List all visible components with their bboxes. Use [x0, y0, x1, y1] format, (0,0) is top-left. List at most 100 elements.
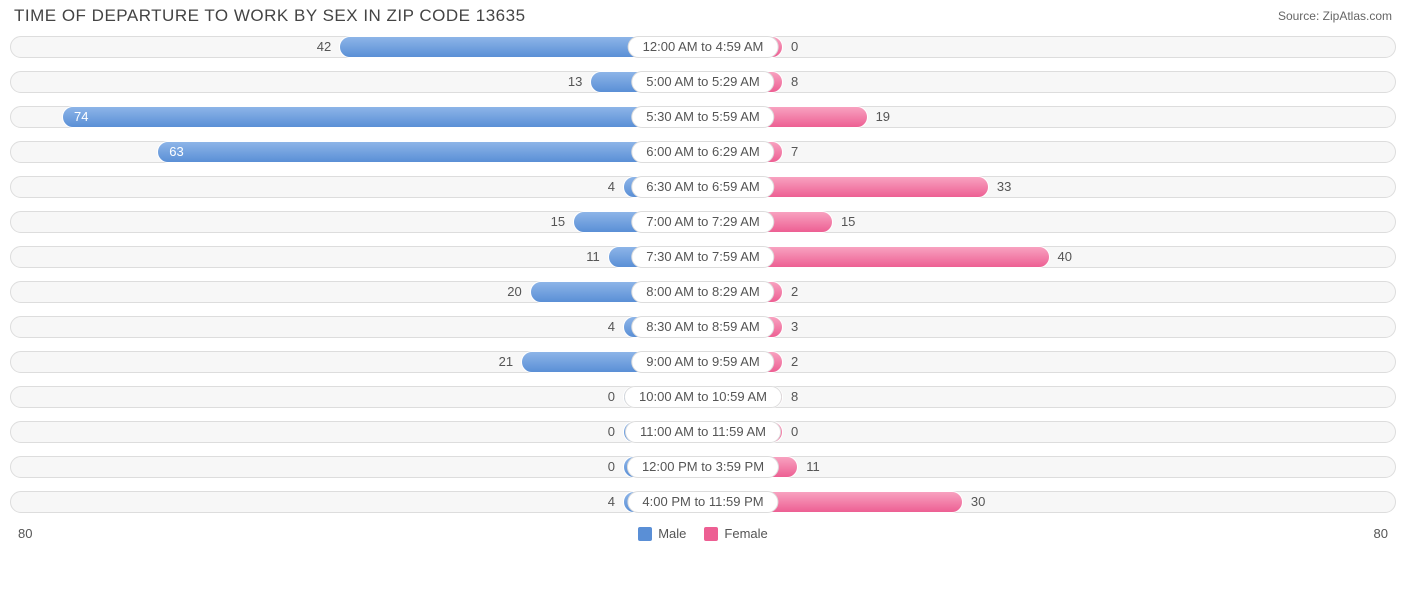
category-label: 11:00 AM to 11:59 AM [625, 421, 781, 443]
chart-row: 0 8 10:00 AM to 10:59 AM [10, 382, 1396, 413]
diverging-bar-chart: 42012:00 AM to 4:59 AM1385:00 AM to 5:29… [10, 32, 1396, 518]
female-half: 3 [703, 316, 1396, 338]
category-label: 4:00 PM to 11:59 PM [627, 491, 778, 513]
female-value-label: 2 [791, 351, 798, 373]
male-value-label: 4 [608, 176, 615, 198]
chart-row: 0 0 11:00 AM to 11:59 AM [10, 417, 1396, 448]
male-half: 11 [10, 246, 703, 268]
female-half: 19 [703, 106, 1396, 128]
female-half: 33 [703, 176, 1396, 198]
female-half: 0 [703, 421, 1396, 443]
female-half: 8 [703, 71, 1396, 93]
female-half: 2 [703, 281, 1396, 303]
category-label: 7:30 AM to 7:59 AM [631, 246, 774, 268]
male-value-label: 15 [551, 211, 565, 233]
female-value-label: 30 [971, 491, 985, 513]
chart-row: 11 40 7:30 AM to 7:59 AM [10, 242, 1396, 273]
axis-max-right: 80 [1374, 526, 1388, 541]
male-half: 13 [10, 71, 703, 93]
category-label: 8:00 AM to 8:29 AM [631, 281, 774, 303]
male-half: 74 [10, 106, 703, 128]
male-half: 0 [10, 421, 703, 443]
male-half: 20 [10, 281, 703, 303]
legend-label-female: Female [724, 526, 767, 541]
female-value-label: 8 [791, 71, 798, 93]
female-half: 8 [703, 386, 1396, 408]
female-value-label: 19 [876, 106, 890, 128]
male-value-label: 42 [317, 36, 331, 58]
legend-item-male: Male [638, 526, 686, 541]
swatch-male [638, 527, 652, 541]
male-value-label: 13 [568, 71, 582, 93]
category-label: 9:00 AM to 9:59 AM [631, 351, 774, 373]
chart-row: 0 11 12:00 PM to 3:59 PM [10, 452, 1396, 483]
female-value-label: 7 [791, 141, 798, 163]
male-half: 0 [10, 386, 703, 408]
male-half: 63 [10, 141, 703, 163]
male-value-label: 74 [74, 106, 88, 128]
male-bar [62, 106, 703, 128]
female-value-label: 2 [791, 281, 798, 303]
male-value-label: 0 [608, 386, 615, 408]
female-half: 7 [703, 141, 1396, 163]
axis-max-left: 80 [18, 526, 32, 541]
chart-row: 4 33 6:30 AM to 6:59 AM [10, 172, 1396, 203]
legend-item-female: Female [704, 526, 767, 541]
category-label: 7:00 AM to 7:29 AM [631, 211, 774, 233]
male-value-label: 11 [586, 246, 600, 268]
chart-row: 4 30 4:00 PM to 11:59 PM [10, 487, 1396, 518]
chart-footer: 80 Male Female 80 [10, 522, 1396, 541]
female-half: 40 [703, 246, 1396, 268]
category-label: 5:00 AM to 5:29 AM [631, 71, 774, 93]
swatch-female [704, 527, 718, 541]
chart-row: 20 2 8:00 AM to 8:29 AM [10, 277, 1396, 308]
female-value-label: 15 [841, 211, 855, 233]
chart-row: 13 8 5:00 AM to 5:29 AM [10, 67, 1396, 98]
legend: Male Female [638, 526, 768, 541]
chart-row: 74 19 5:30 AM to 5:59 AM [10, 102, 1396, 133]
male-bar [157, 141, 703, 163]
female-half: 2 [703, 351, 1396, 373]
chart-row: 21 2 9:00 AM to 9:59 AM [10, 347, 1396, 378]
chart-source: Source: ZipAtlas.com [1278, 9, 1392, 23]
legend-label-male: Male [658, 526, 686, 541]
male-half: 42 [10, 36, 703, 58]
male-half: 0 [10, 456, 703, 478]
chart-row: 4 3 8:30 AM to 8:59 AM [10, 312, 1396, 343]
chart-row: 15 15 7:00 AM to 7:29 AM [10, 207, 1396, 238]
female-value-label: 40 [1058, 246, 1072, 268]
female-value-label: 33 [997, 176, 1011, 198]
category-label: 5:30 AM to 5:59 AM [631, 106, 774, 128]
category-label: 12:00 AM to 4:59 AM [628, 36, 779, 58]
male-value-label: 4 [608, 316, 615, 338]
male-half: 4 [10, 316, 703, 338]
female-value-label: 0 [791, 421, 798, 443]
male-value-label: 21 [499, 351, 513, 373]
female-value-label: 11 [806, 456, 820, 478]
male-value-label: 20 [507, 281, 521, 303]
male-half: 15 [10, 211, 703, 233]
female-half: 0 [703, 36, 1396, 58]
category-label: 12:00 PM to 3:59 PM [627, 456, 779, 478]
female-half: 11 [703, 456, 1396, 478]
chart-row: 63 7 6:00 AM to 6:29 AM [10, 137, 1396, 168]
female-half: 30 [703, 491, 1396, 513]
chart-row: 42 0 12:00 AM to 4:59 AM [10, 32, 1396, 63]
category-label: 6:00 AM to 6:29 AM [631, 141, 774, 163]
category-label: 10:00 AM to 10:59 AM [624, 386, 782, 408]
male-half: 4 [10, 176, 703, 198]
category-label: 6:30 AM to 6:59 AM [631, 176, 774, 198]
male-value-label: 0 [608, 421, 615, 443]
male-value-label: 0 [608, 456, 615, 478]
male-value-label: 63 [169, 141, 183, 163]
male-value-label: 4 [608, 491, 615, 513]
female-value-label: 8 [791, 386, 798, 408]
chart-header: TIME OF DEPARTURE TO WORK BY SEX IN ZIP … [10, 6, 1396, 32]
chart-title: TIME OF DEPARTURE TO WORK BY SEX IN ZIP … [14, 6, 526, 26]
female-value-label: 0 [791, 36, 798, 58]
male-half: 21 [10, 351, 703, 373]
female-half: 15 [703, 211, 1396, 233]
female-value-label: 3 [791, 316, 798, 338]
category-label: 8:30 AM to 8:59 AM [631, 316, 774, 338]
male-half: 4 [10, 491, 703, 513]
